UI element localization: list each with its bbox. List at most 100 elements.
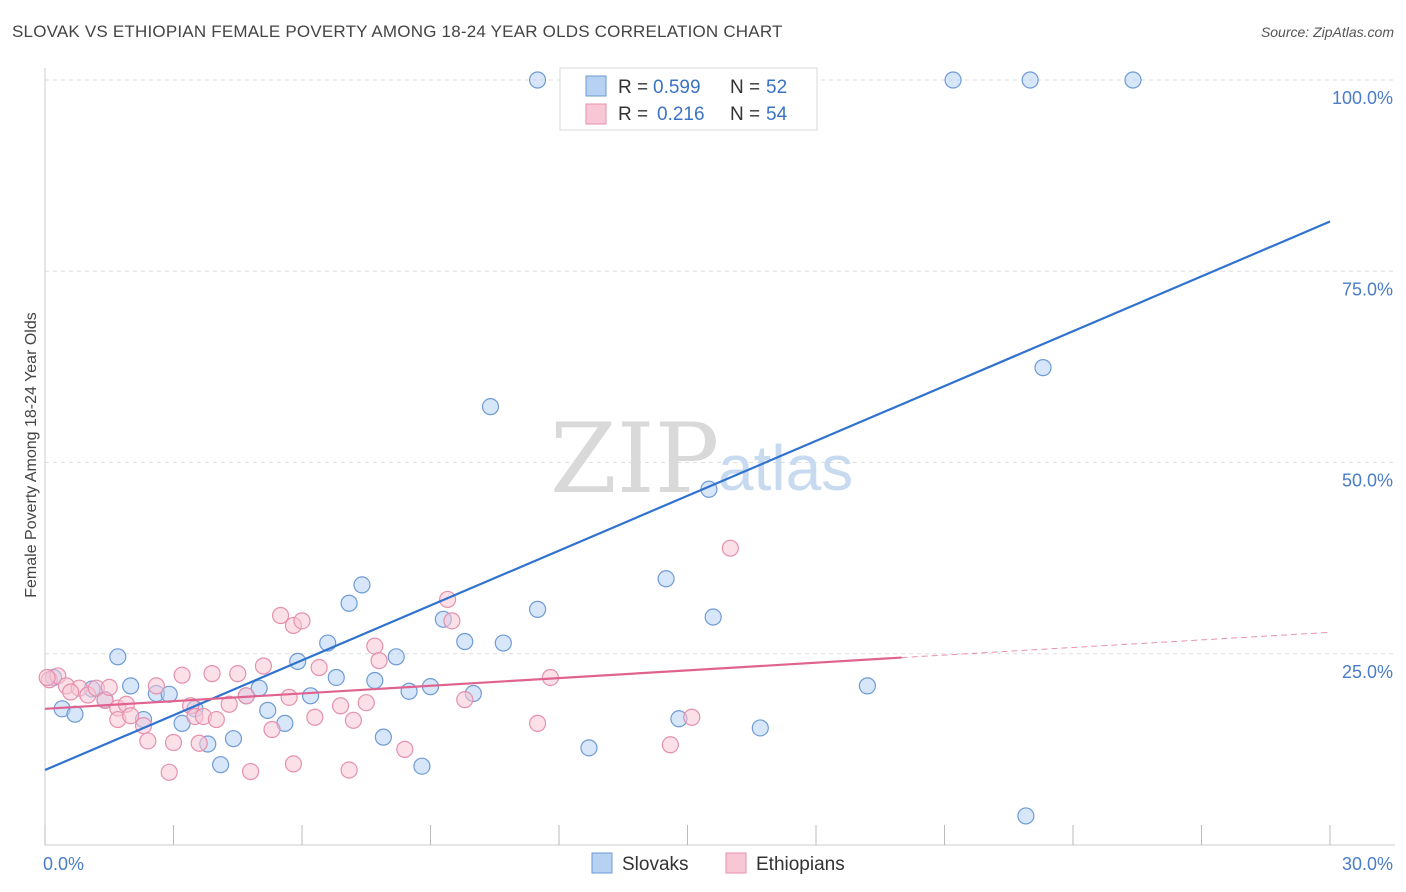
y-tick-label-2: 75.0% [1342,279,1393,299]
slovak-point-26 [374,728,392,746]
ethiopian-point-11 [122,707,140,725]
watermark: ZIP atlas [550,403,853,515]
ethiopian-point-46 [456,691,474,709]
ethiopian-point-15 [160,763,178,781]
slovak-point-29 [413,757,431,775]
ethiopian-point-17 [173,666,191,684]
legend-r-value-1: 0.599 [653,77,701,98]
legend-n-label-1: N = [730,77,760,98]
slovak-point-36 [528,600,547,618]
slovak-point-51 [1124,71,1142,89]
slovak-point-34 [481,398,500,416]
ethiopian-point-52 [38,668,56,687]
bottom-legend-label-ethiopians: Ethiopians [756,854,845,875]
ethiopian-point-16 [164,733,183,752]
trend-lines [44,220,1331,772]
ethiopian-point-7 [100,678,118,697]
ethiopian-point-28 [254,657,273,675]
slovak-point-24 [353,576,371,594]
ethiopian-point-47 [528,714,547,732]
slovak-point-47 [944,71,962,89]
watermark-atlas: atlas [718,432,853,504]
slovak-point-49 [1021,71,1039,89]
ethiopian-point-20 [190,734,208,752]
slovak-point-17 [259,701,277,719]
ethiopian-point-31 [280,688,298,706]
ethiopian-point-29 [263,720,281,739]
bottom-legend: Slovaks Ethiopians [591,852,845,875]
ethiopian-point-53 [62,683,80,701]
slovak-point-39 [657,570,675,588]
ethiopian-point-42 [370,652,388,670]
ethiopian-point-34 [293,612,311,630]
slovak-point-35 [494,634,512,652]
ethiopian-point-50 [683,708,701,726]
slovak-point-6 [122,677,140,695]
slovak-point-48 [1017,807,1035,825]
slovak-point-46 [858,677,877,695]
trendline-ethiopians-extension [901,631,1331,659]
slovak-point-22 [327,668,345,687]
ethiopian-point-13 [139,732,157,750]
legend-r-label-2: R = [618,104,648,125]
slovak-point-42 [704,608,722,626]
legend-n-value-2: 54 [766,104,788,125]
legend-r-value-2: 0.216 [657,104,705,125]
y-tick-labels: 25.0% 50.0% 75.0% 100.0% [1332,88,1393,682]
legend-n-value-1: 52 [766,77,787,98]
axes [44,68,1395,846]
stats-legend: R = 0.599 N = 52 R = 0.216 N = 54 [559,67,818,131]
ethiopian-point-27 [242,762,260,781]
legend-n-label-2: N = [730,104,760,125]
chart-source: Source: ZipAtlas.com [1260,24,1394,40]
slovak-point-13 [212,756,230,774]
x-tick-label-1: 30.0% [1342,854,1393,874]
ethiopian-point-49 [661,736,679,754]
gridlines [45,79,1395,655]
ethiopian-point-41 [366,637,384,655]
slovak-point-2 [66,705,84,723]
ethiopian-point-51 [721,539,739,557]
slovak-point-14 [224,730,243,748]
slovak-point-27 [387,648,405,666]
ethiopian-point-39 [344,711,362,729]
slovak-point-32 [456,632,474,651]
ethiopian-point-24 [220,695,238,713]
y-tick-label-0: 25.0% [1342,662,1393,682]
trendline-slovaks [44,220,1331,772]
ethiopian-point-43 [396,740,414,758]
y-tick-label-1: 50.0% [1342,471,1393,491]
legend-swatch-slovaks [585,75,607,97]
trendline-ethiopians [44,656,902,710]
ethiopian-point-37 [331,697,350,715]
slovak-point-23 [340,594,358,612]
slovak-point-5 [109,648,127,666]
ethiopian-point-14 [147,677,165,695]
slovak-point-38 [580,739,598,757]
ethiopian-point-40 [357,694,375,712]
slovak-point-20 [301,687,320,705]
ethiopian-point-30 [271,606,290,625]
ethiopian-point-22 [203,665,221,683]
slovak-point-45 [751,719,769,737]
watermark-zip: ZIP [550,403,719,515]
x-tick-label-0: 0.0% [43,854,84,874]
y-tick-label-3: 100.0% [1332,88,1393,108]
bottom-legend-swatch-ethiopians [725,852,747,874]
ethiopian-point-45 [443,612,461,630]
bottom-legend-label-slovaks: Slovaks [622,854,689,875]
bottom-legend-swatch-slovaks [591,852,613,874]
ethiopian-point-38 [340,761,358,779]
ethiopian-point-25 [229,665,247,683]
legend-r-label-1: R = [618,77,648,98]
slovak-point-25 [366,671,384,690]
ethiopian-point-33 [284,755,303,773]
ethiopian-point-35 [306,708,324,726]
y-axis-title: Female Poverty Among 18-24 Year Olds [23,312,40,598]
slovak-point-50 [1034,359,1052,377]
legend-swatch-ethiopians [585,103,607,125]
ethiopian-point-36 [310,658,328,677]
slovak-point-37 [528,71,547,89]
x-tick-labels: 0.0% 30.0% [43,854,1393,874]
